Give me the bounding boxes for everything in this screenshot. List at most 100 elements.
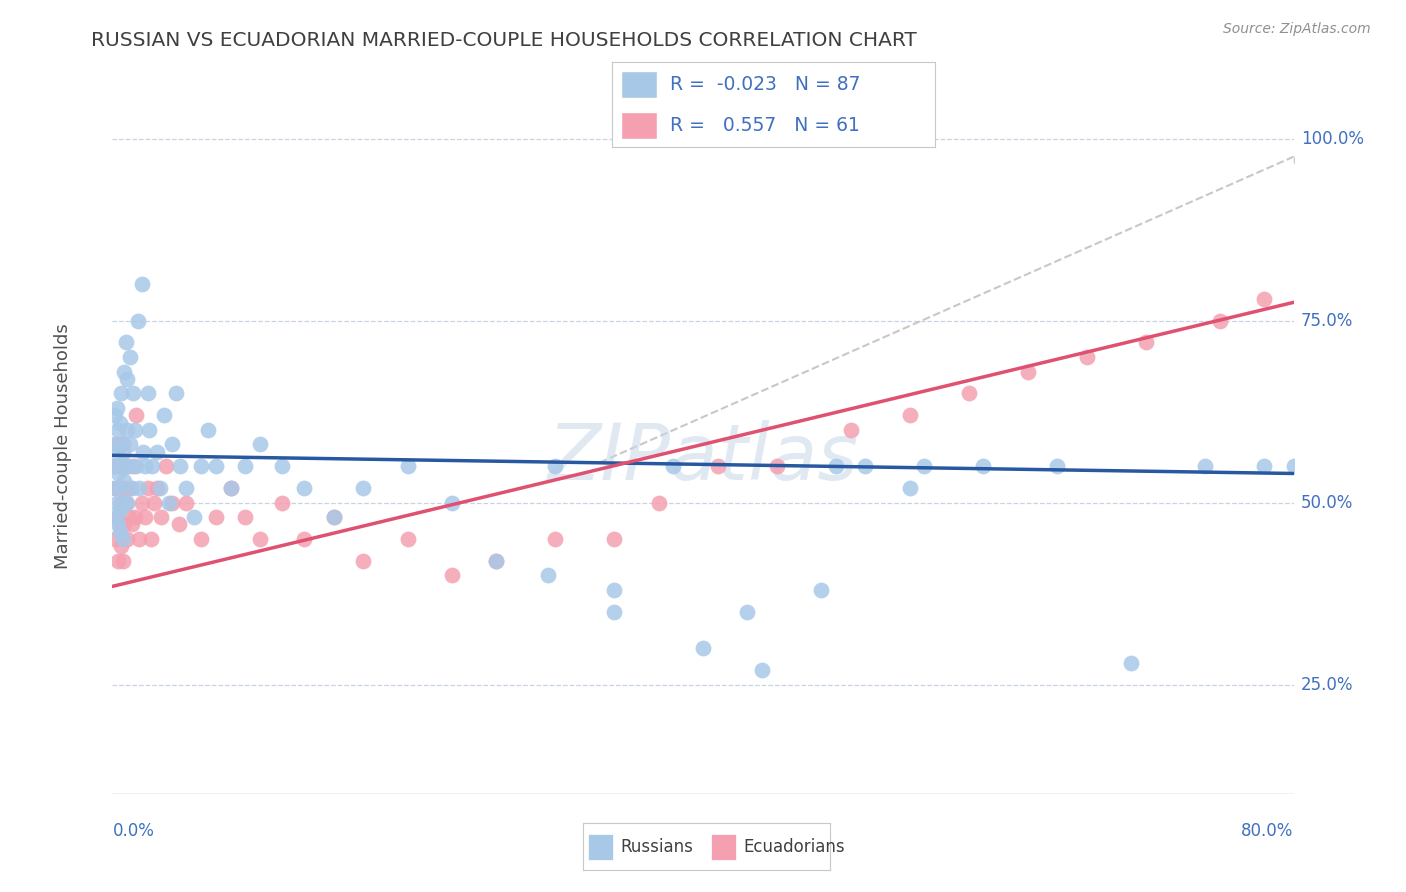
Point (197, 423, 219, 437)
Point (117, 423, 138, 437)
Point (131, 277, 153, 292)
Point (108, 524, 131, 539)
Point (1076, 350, 1098, 364)
Point (111, 554, 134, 568)
Point (271, 495, 294, 509)
Point (485, 554, 508, 568)
Point (120, 481, 142, 495)
Point (110, 495, 132, 509)
Point (150, 510, 173, 524)
Text: 75.0%: 75.0% (1301, 311, 1354, 329)
Point (111, 532, 134, 546)
Point (132, 444, 155, 458)
Point (165, 386, 187, 401)
Point (973, 459, 995, 474)
Point (323, 510, 346, 524)
Point (107, 517, 129, 532)
Point (146, 481, 169, 495)
Point (111, 495, 134, 509)
Point (155, 459, 177, 474)
Point (167, 517, 190, 532)
Point (103, 481, 125, 495)
Point (118, 510, 141, 524)
Point (898, 409, 921, 423)
Point (603, 582, 626, 597)
Text: 100.0%: 100.0% (1301, 129, 1364, 147)
Text: RUSSIAN VS ECUADORIAN MARRIED-COUPLE HOUSEHOLDS CORRELATION CHART: RUSSIAN VS ECUADORIAN MARRIED-COUPLE HOU… (91, 31, 917, 50)
Point (104, 409, 127, 423)
Point (153, 409, 176, 423)
Point (544, 459, 567, 474)
Point (441, 568, 464, 582)
Point (1301, 459, 1323, 474)
Bar (621, 71, 657, 98)
Point (128, 481, 150, 495)
Point (706, 459, 728, 474)
Point (205, 510, 228, 524)
Point (105, 437, 128, 451)
Point (112, 481, 135, 495)
Point (114, 459, 136, 474)
Point (108, 517, 131, 532)
Text: 80.0%: 80.0% (1241, 822, 1294, 839)
Text: 50.0%: 50.0% (1301, 493, 1354, 512)
Point (128, 532, 150, 546)
Point (219, 481, 242, 495)
Point (292, 532, 315, 546)
Point (114, 335, 136, 350)
Point (190, 532, 212, 546)
Point (103, 459, 125, 474)
Text: 0.0%: 0.0% (112, 822, 155, 839)
Point (603, 532, 626, 546)
Point (662, 459, 685, 474)
Point (855, 459, 877, 474)
Point (108, 416, 131, 430)
Point (1253, 292, 1275, 306)
Point (104, 481, 127, 495)
Point (174, 495, 197, 509)
Point (647, 495, 671, 509)
Point (125, 459, 148, 474)
Point (149, 481, 172, 495)
Point (544, 532, 567, 546)
Point (104, 459, 127, 474)
Point (839, 423, 862, 437)
Point (111, 444, 134, 458)
Point (160, 495, 183, 509)
Point (136, 386, 159, 401)
Point (396, 459, 419, 474)
Text: R =   0.557   N = 61: R = 0.557 N = 61 (669, 116, 859, 135)
Point (124, 510, 146, 524)
Point (157, 495, 180, 509)
Point (118, 459, 141, 474)
Point (112, 517, 135, 532)
Point (105, 401, 128, 415)
Point (117, 372, 138, 386)
Point (292, 481, 315, 495)
Point (1135, 335, 1157, 350)
Point (824, 459, 846, 474)
Point (103, 437, 125, 451)
Point (110, 437, 132, 451)
Point (110, 386, 132, 401)
Point (120, 350, 142, 364)
Point (112, 474, 135, 488)
Point (174, 481, 197, 495)
Point (142, 495, 165, 509)
Point (441, 495, 464, 509)
Point (117, 459, 138, 474)
Point (751, 663, 773, 677)
Point (323, 510, 346, 524)
Point (233, 459, 256, 474)
Point (766, 459, 789, 474)
Point (183, 510, 205, 524)
Point (110, 481, 132, 495)
Point (108, 503, 131, 517)
Text: 25.0%: 25.0% (1301, 675, 1354, 694)
Point (117, 532, 138, 546)
Point (105, 444, 128, 458)
Point (190, 459, 212, 474)
Point (121, 517, 143, 532)
Bar (711, 833, 737, 861)
Point (957, 386, 980, 401)
